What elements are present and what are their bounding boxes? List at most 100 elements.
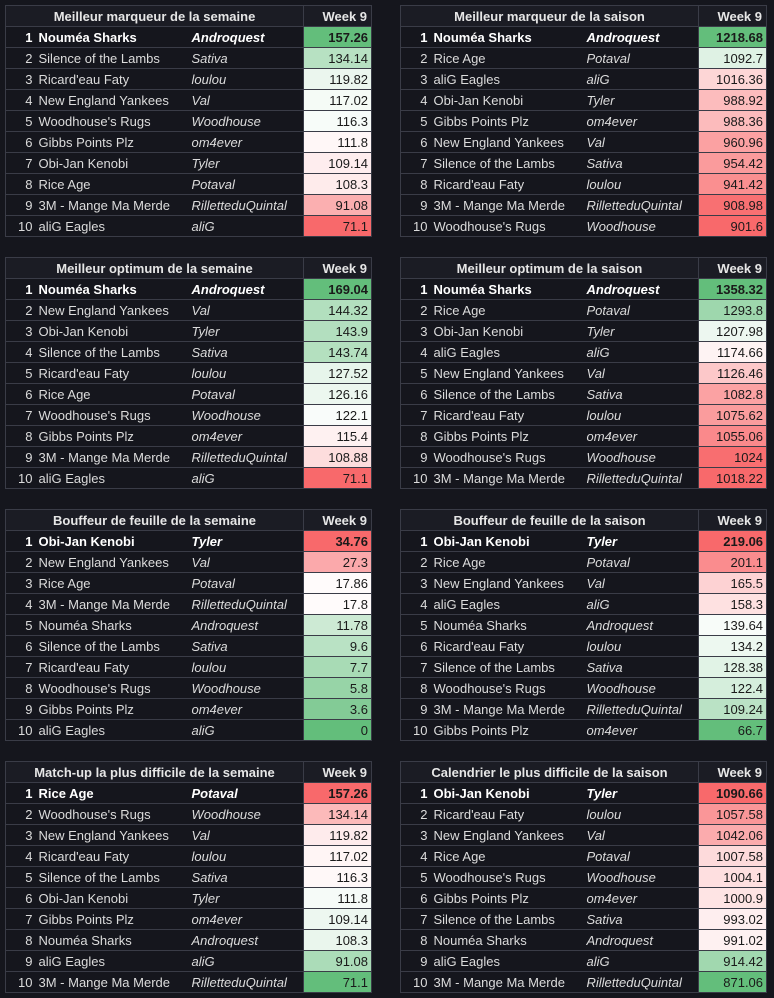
ranking-table: Meilleur optimum de la saison Week 9 1 Noum… [400, 257, 767, 489]
score-cell: 143.9 [303, 320, 373, 342]
score-cell: 158.3 [698, 593, 768, 615]
owner-name-cell: aliG [189, 719, 304, 741]
score-cell: 116.3 [303, 110, 373, 132]
owner-name-cell: RilletteduQuintal [584, 467, 699, 489]
score-cell: 157.26 [303, 26, 373, 48]
rank-cell: 3 [5, 572, 38, 594]
weekly-best-optimum-table: Meilleur optimum de la semaine Week 9 1 Nou… [4, 257, 373, 489]
score-cell: 941.42 [698, 173, 768, 195]
owner-name-cell: Androquest [584, 929, 700, 951]
team-name-cell: Gibbs Points Plz [432, 719, 585, 741]
rank-cell: 8 [400, 173, 433, 195]
score-cell: 1207.98 [698, 320, 767, 342]
score-cell: 119.82 [303, 824, 373, 846]
table-row: 9 3M - Mange Ma Merde RilletteduQuintal 109… [400, 698, 768, 720]
team-name-cell: Rice Age [432, 551, 585, 573]
team-name-cell: Nouméa Sharks [432, 929, 585, 951]
table-row: 6 Silence of the Lambs Sativa 9.6 [5, 635, 372, 657]
rank-cell: 9 [400, 698, 433, 720]
table-row: 9 3M - Mange Ma Merde RilletteduQuintal 91.… [5, 194, 373, 216]
team-name-cell: New England Yankees [37, 551, 190, 573]
rank-cell: 4 [5, 845, 38, 867]
score-cell: 34.76 [303, 530, 372, 552]
team-name-cell: Silence of the Lambs [432, 656, 585, 678]
table-row: 1 Obi-Jan Kenobi Tyler 34.76 [5, 530, 372, 552]
table-row: 3 Obi-Jan Kenobi Tyler 1207.98 [400, 320, 767, 342]
team-name-cell: New England Yankees [37, 824, 190, 846]
table-row: 4 Rice Age Potaval 1007.58 [400, 845, 768, 867]
owner-name-cell: aliG [189, 467, 305, 489]
owner-name-cell: om4ever [584, 110, 700, 132]
rank-cell: 6 [5, 887, 38, 909]
rank-cell: 4 [5, 593, 38, 615]
owner-name-cell: Sativa [189, 47, 305, 69]
table-row: 5 New England Yankees Val 1126.46 [400, 362, 767, 384]
team-name-cell: Woodhouse's Rugs [37, 404, 190, 426]
score-cell: 7.7 [303, 656, 372, 678]
table-row: 5 Nouméa Sharks Androquest 139.64 [400, 614, 768, 636]
week-column-header: Week 9 [698, 5, 768, 27]
table-row: 7 Ricard'eau Faty loulou 1075.62 [400, 404, 767, 426]
score-cell: 993.02 [698, 908, 768, 930]
owner-name-cell: aliG [584, 68, 700, 90]
score-cell: 71.1 [303, 467, 373, 489]
score-cell: 1018.22 [698, 467, 767, 489]
owner-name-cell: Androquest [189, 278, 305, 300]
rank-cell: 8 [5, 929, 38, 951]
table-row: 9 Woodhouse's Rugs Woodhouse 1024 [400, 446, 767, 468]
team-name-cell: Ricard'eau Faty [37, 656, 190, 678]
score-cell: 17.8 [303, 593, 372, 615]
owner-name-cell: Sativa [584, 383, 699, 405]
team-name-cell: 3M - Mange Ma Merde [37, 593, 190, 615]
rank-cell: 3 [400, 68, 433, 90]
team-name-cell: Rice Age [37, 173, 190, 195]
team-name-cell: 3M - Mange Ma Merde [432, 971, 585, 993]
weekly-toughest-matchup-table: Match-up la plus difficile de la semaine… [4, 761, 373, 993]
table-row: 3 Obi-Jan Kenobi Tyler 143.9 [5, 320, 373, 342]
score-cell: 108.88 [303, 446, 373, 468]
team-name-cell: Obi-Jan Kenobi [37, 887, 190, 909]
team-name-cell: Nouméa Sharks [432, 614, 585, 636]
team-name-cell: aliG Eagles [432, 341, 585, 363]
rank-cell: 7 [400, 404, 433, 426]
rank-cell: 1 [400, 26, 433, 48]
table-row: 10 3M - Mange Ma Merde RilletteduQuintal 71… [5, 971, 373, 993]
table-row: 9 3M - Mange Ma Merde RilletteduQuintal 908… [400, 194, 768, 216]
rank-cell: 5 [5, 866, 38, 888]
owner-name-cell: RilletteduQuintal [189, 971, 305, 993]
team-name-cell: Rice Age [37, 782, 190, 804]
rank-cell: 3 [5, 320, 38, 342]
table-row: 6 Obi-Jan Kenobi Tyler 111.8 [5, 887, 373, 909]
table-title: Meilleur marqueur de la saison [399, 5, 700, 27]
team-name-cell: Ricard'eau Faty [37, 845, 190, 867]
team-name-cell: Woodhouse's Rugs [432, 446, 585, 468]
table-row: 8 Ricard'eau Faty loulou 941.42 [400, 173, 768, 195]
rank-cell: 10 [5, 215, 38, 237]
rank-cell: 1 [400, 278, 433, 300]
team-name-cell: Obi-Jan Kenobi [37, 530, 190, 552]
owner-name-cell: Sativa [189, 866, 305, 888]
rank-cell: 5 [400, 866, 433, 888]
rank-cell: 8 [400, 425, 433, 447]
owner-name-cell: Val [584, 362, 699, 384]
score-cell: 954.42 [698, 152, 768, 174]
table-row: 10 aliG Eagles aliG 0 [5, 719, 372, 741]
team-name-cell: New England Yankees [432, 362, 585, 384]
score-cell: 122.1 [303, 404, 373, 426]
team-name-cell: Gibbs Points Plz [37, 131, 190, 153]
owner-name-cell: Androquest [584, 26, 700, 48]
rank-cell: 4 [400, 89, 433, 111]
score-cell: 165.5 [698, 572, 768, 594]
table-row: 1 Nouméa Sharks Androquest 1218.68 [400, 26, 768, 48]
table-row: 8 Gibbs Points Plz om4ever 115.4 [5, 425, 373, 447]
rank-cell: 8 [400, 929, 433, 951]
table-row: 5 Ricard'eau Faty loulou 127.52 [5, 362, 373, 384]
score-cell: 1016.36 [698, 68, 768, 90]
owner-name-cell: Potaval [189, 173, 305, 195]
owner-name-cell: loulou [584, 635, 700, 657]
score-cell: 111.8 [303, 131, 373, 153]
owner-name-cell: Potaval [584, 299, 699, 321]
team-name-cell: Obi-Jan Kenobi [432, 782, 585, 804]
rank-cell: 1 [400, 530, 433, 552]
